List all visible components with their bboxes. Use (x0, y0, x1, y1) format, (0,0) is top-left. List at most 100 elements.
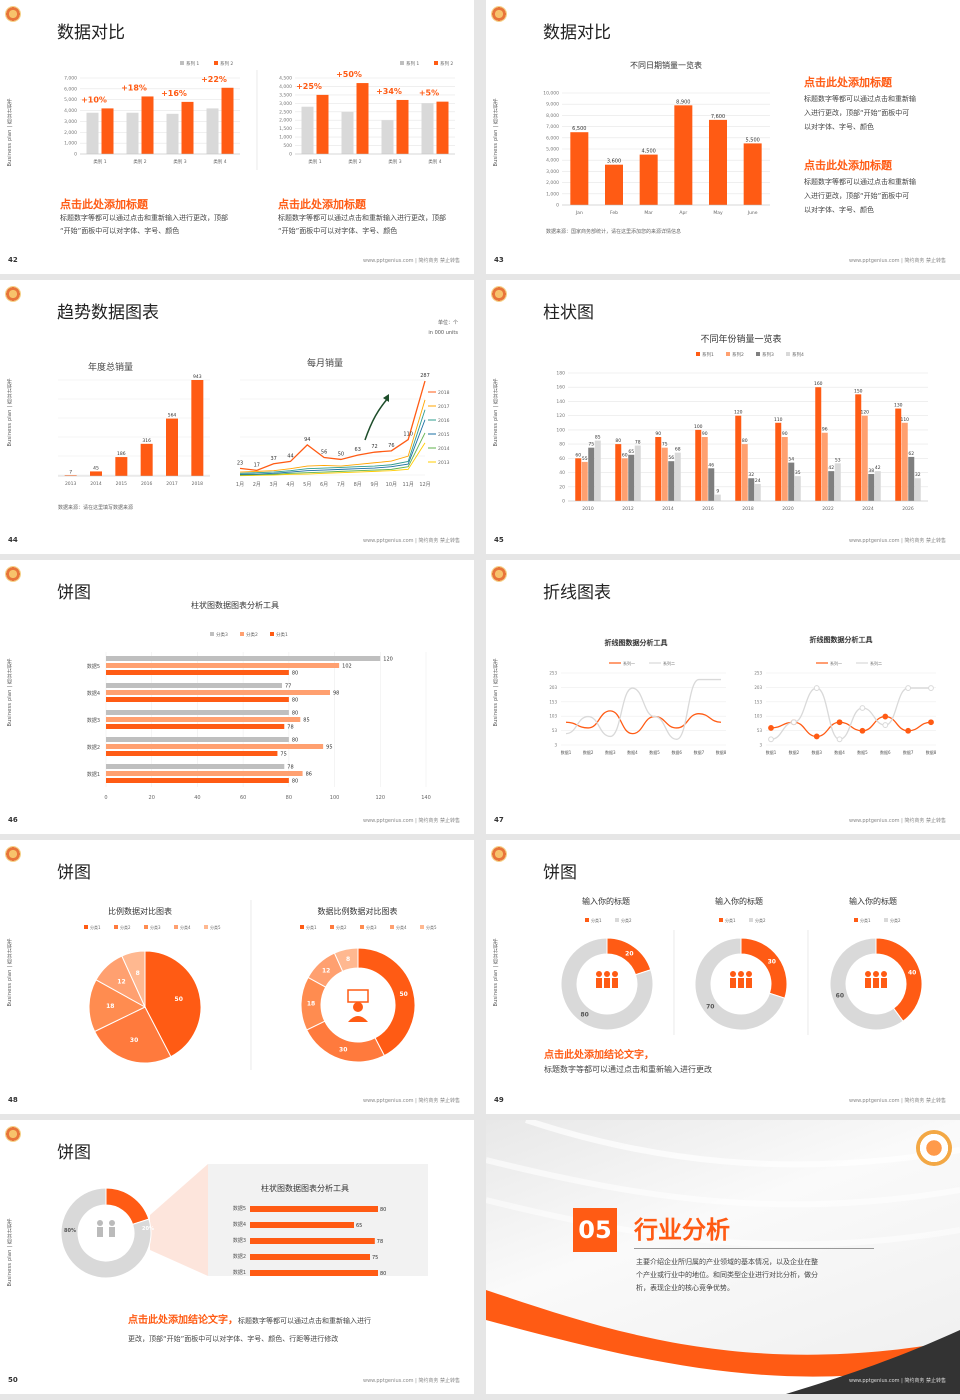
y-tick-label: 100 (556, 427, 565, 433)
x-tick-label: 4月 (286, 482, 294, 488)
data-label: 80 (742, 438, 748, 444)
people-icon (746, 978, 752, 988)
slice-label: 8 (136, 970, 140, 977)
people-icon (604, 978, 610, 988)
bar (695, 429, 702, 501)
bar-chart-45: 系列1 系列2 系列3 系列41801601401201008060402006055… (556, 351, 928, 512)
y-tick-label: 500 (283, 143, 292, 149)
people-icon (596, 978, 602, 988)
legend-label: 分类5 (210, 924, 221, 930)
bar (106, 764, 285, 769)
slide-43[interactable]: Business plan | 商业计划书 数据对比 不同日期销量一览表 10,… (486, 0, 960, 274)
data-label: 63 (355, 447, 361, 453)
bar (141, 96, 154, 154)
source: 数据来源：请在这里填写数据来源 (58, 505, 134, 511)
growth-label: +16% (161, 89, 187, 98)
bar (908, 456, 915, 501)
bar (106, 717, 301, 722)
y-tick-label: 1,000 (546, 191, 559, 197)
x-tick-label: 2017 (166, 481, 178, 487)
bar (634, 445, 641, 501)
x-tick-label: 11月 (402, 482, 413, 488)
logo-icon (916, 1130, 952, 1166)
people-icon (730, 978, 736, 988)
bar (106, 744, 324, 749)
slide-48[interactable]: Business plan | 商业计划书 饼图 比例数据对比图表 数据比例数据… (0, 840, 474, 1114)
y-tick-label: 数据4 (233, 1221, 246, 1228)
slide-46[interactable]: Business plan | 商业计划书 饼图 柱状图数据图表分析工具 分类3… (0, 560, 474, 834)
chart-title: 每月销量 (307, 359, 344, 369)
data-label: 78 (287, 725, 293, 731)
logo-icon (491, 846, 507, 862)
heading: 点击此处添加标题 (278, 198, 366, 211)
legend-label: 分类2 (621, 917, 632, 923)
data-label: 75 (662, 442, 668, 448)
data-label: 78 (635, 440, 641, 446)
bar (396, 99, 409, 154)
y-tick-label: 2,000 (64, 130, 77, 136)
growth-label: +25% (296, 82, 322, 91)
slide-44[interactable]: Business plan | 商业计划书 趋势数据图表 单位：个 in 000 … (0, 280, 474, 554)
logo-icon (5, 566, 21, 582)
legend-swatch (204, 925, 208, 929)
slide-49[interactable]: Business plan | 商业计划书 饼图 输入你的标题 输入你的标题 输… (486, 840, 960, 1114)
slice-label: 18 (307, 1001, 315, 1008)
bar (90, 471, 102, 476)
bar (754, 483, 761, 501)
y-tick-label: 数据1 (233, 1269, 246, 1276)
x-tick-label: 6月 (320, 482, 328, 488)
data-label: 46 (708, 462, 714, 468)
x-tick-label: 数据5 (857, 749, 868, 755)
y-tick-label: 3,000 (546, 169, 559, 175)
slide-42[interactable]: Business plan | 商业计划书 数据对比 系列 1 系列 2 7,000… (0, 0, 474, 274)
slide-title: 折线图表 (543, 583, 611, 603)
chart-title: 柱状图数据图表分析工具 (261, 1184, 349, 1193)
bar (674, 452, 681, 501)
bar (639, 154, 658, 205)
slide-51[interactable]: 05 行业分析 主要介绍企业所归属的产业领域的基本情况，以及企业在整 个产业或行业… (486, 1120, 960, 1394)
x-tick-label: 20 (149, 795, 155, 801)
body-text: 标题数字等都可以通过点击和重新输入进行更改，顶部“开始”面板中可以对字体、字号、… (804, 178, 916, 214)
y-tick-label: 253 (754, 671, 762, 676)
x-tick-label: 2014 (662, 506, 674, 512)
data-point (813, 685, 820, 691)
bar (301, 106, 314, 154)
y-tick-label: 数据5 (233, 1205, 246, 1212)
legend-label: 2014 (438, 446, 450, 452)
data-label: 564 (168, 413, 177, 419)
slide-50[interactable]: Business plan | 商业计划书 饼图 柱状图数据图表分析工具 20%… (0, 1120, 474, 1394)
legend-swatch (696, 352, 700, 356)
bar (874, 471, 881, 501)
data-label: 78 (287, 765, 293, 771)
slide-45[interactable]: Business plan | 商业计划书 柱状图 不同年份销量一览表 系列1 系… (486, 280, 960, 554)
legend-swatch (300, 925, 304, 929)
slice-label: 30 (339, 1047, 347, 1054)
slide-47[interactable]: Business plan | 商业计划书 折线图表 折线图数据分析工具 折线图… (486, 560, 960, 834)
legend-label: 系列4 (792, 351, 804, 358)
bar (106, 697, 289, 702)
data-label: 85 (303, 718, 309, 724)
bar (115, 457, 128, 476)
people-icon (873, 978, 879, 988)
data-label: 80 (380, 1271, 386, 1277)
data-label: 96 (822, 427, 828, 433)
chart-title: 不同年份销量一览表 (700, 335, 782, 345)
series-line (239, 419, 426, 475)
x-tick-label: 数据3 (811, 749, 822, 755)
data-label: 5,500 (746, 137, 760, 143)
y-tick-label: 7,000 (546, 124, 559, 130)
bar (106, 724, 285, 729)
x-tick-label: 2024 (862, 506, 874, 512)
data-label: 44 (287, 453, 293, 459)
bar (674, 105, 693, 205)
bar (594, 440, 601, 501)
chart-title: 输入你的标题 (582, 897, 630, 906)
bar (714, 494, 721, 501)
data-label: 90 (702, 431, 708, 437)
x-tick-label: 数据7 (903, 749, 914, 755)
data-label: 62 (908, 451, 914, 457)
page-number: 44 (8, 536, 18, 544)
legend-label: 2018 (438, 390, 450, 396)
x-tick-label: 0 (104, 795, 107, 801)
data-label: 100 (694, 424, 703, 430)
